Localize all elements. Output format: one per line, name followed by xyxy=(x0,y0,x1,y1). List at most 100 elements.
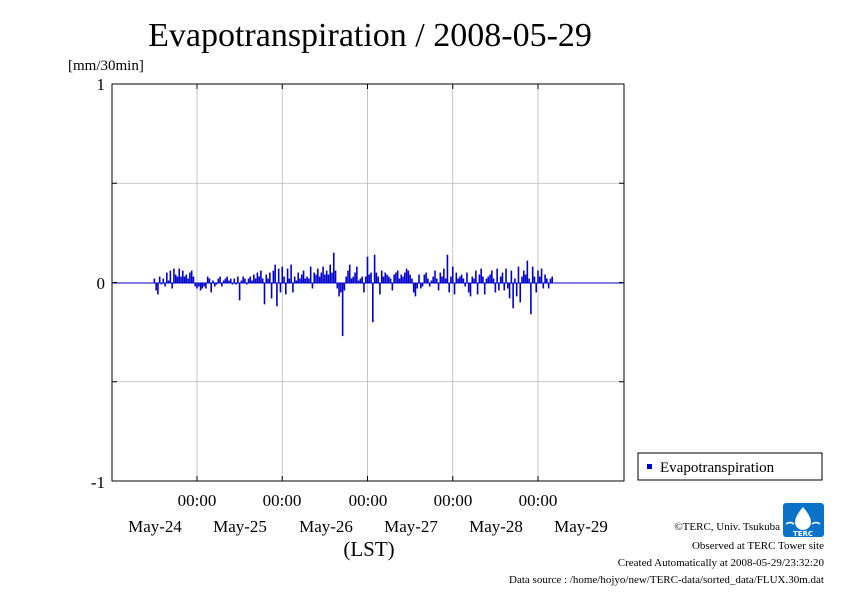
bar xyxy=(389,278,392,283)
bar xyxy=(382,276,385,283)
bar xyxy=(535,282,538,293)
bar xyxy=(309,266,312,283)
bar xyxy=(409,274,411,283)
bar xyxy=(512,282,514,309)
bar xyxy=(276,282,278,307)
y-axis-unit-label: [mm/30min] xyxy=(68,58,144,74)
bar xyxy=(189,272,191,283)
x-tick-date-label: May-28 xyxy=(469,517,523,536)
bar xyxy=(265,274,268,283)
bar xyxy=(457,278,459,283)
bar xyxy=(347,270,349,283)
bar xyxy=(540,268,543,283)
bar xyxy=(235,282,237,285)
bar xyxy=(304,278,307,283)
bar xyxy=(419,282,422,289)
bar xyxy=(340,282,342,293)
bar xyxy=(311,282,314,289)
bar xyxy=(293,276,296,283)
legend-swatch xyxy=(647,464,652,469)
bar xyxy=(329,264,331,283)
bar xyxy=(462,278,465,283)
bar xyxy=(455,272,458,283)
bar xyxy=(416,282,419,289)
bar xyxy=(334,270,337,283)
x-tick-date-label: May-25 xyxy=(213,517,267,536)
bar xyxy=(459,276,461,283)
bar xyxy=(453,282,456,295)
bar xyxy=(421,282,424,287)
bar xyxy=(514,278,516,283)
y-tick-label-0: 0 xyxy=(97,274,106,293)
x-tick-time-label: 00:00 xyxy=(519,491,558,510)
bar xyxy=(521,276,523,283)
bar xyxy=(508,282,511,299)
bar xyxy=(258,276,260,283)
x-tick-time-label: 00:00 xyxy=(349,491,388,510)
bar xyxy=(192,276,195,283)
bar xyxy=(391,282,394,291)
bar xyxy=(427,278,429,283)
bar xyxy=(517,266,520,283)
bar xyxy=(396,270,399,283)
bar xyxy=(183,276,186,283)
bar xyxy=(231,282,234,285)
bar xyxy=(498,282,500,291)
bar xyxy=(174,274,177,283)
bar xyxy=(332,252,335,283)
bar xyxy=(467,282,470,293)
bar xyxy=(482,276,484,283)
bar xyxy=(524,274,527,283)
bar xyxy=(226,276,228,283)
bar xyxy=(228,280,230,283)
bar xyxy=(505,268,507,283)
bar xyxy=(324,274,326,283)
bar xyxy=(496,268,498,283)
data-source-text: Data source : /home/hojyo/new/TERC-data/… xyxy=(509,574,824,586)
water-drop-icon xyxy=(795,507,811,530)
bar xyxy=(221,282,223,287)
bar xyxy=(166,272,168,283)
bar xyxy=(167,280,170,283)
bar xyxy=(377,276,379,283)
bar xyxy=(208,278,211,283)
bar xyxy=(530,282,532,315)
bar xyxy=(197,282,200,287)
bar xyxy=(295,280,298,283)
bar xyxy=(178,268,181,283)
bar xyxy=(306,276,308,283)
bar xyxy=(206,276,209,283)
bar xyxy=(546,278,548,283)
bar xyxy=(338,282,340,297)
bar xyxy=(522,270,525,283)
bar xyxy=(404,272,406,283)
bar xyxy=(487,276,490,283)
bar xyxy=(537,270,539,283)
x-tick-time-label: 00:00 xyxy=(263,491,302,510)
bar xyxy=(428,282,431,287)
bar xyxy=(466,272,468,283)
bar xyxy=(313,272,316,283)
bar xyxy=(437,282,440,291)
bar xyxy=(464,282,466,287)
bar xyxy=(425,272,427,283)
legend-label: Evapotranspiration xyxy=(660,460,775,476)
bar xyxy=(263,282,266,305)
bar xyxy=(350,278,353,283)
bar xyxy=(187,278,189,283)
bar xyxy=(292,282,294,293)
bar xyxy=(460,274,463,283)
bar xyxy=(173,268,175,283)
bar xyxy=(515,282,518,297)
observation-site-text: Observed at TERC Tower site xyxy=(692,540,824,552)
bar xyxy=(480,268,482,283)
bar xyxy=(302,270,305,283)
bar xyxy=(379,282,381,295)
bar xyxy=(494,282,497,293)
bar xyxy=(242,276,244,283)
axis-tick-marks xyxy=(112,83,624,482)
chart-title: Evapotranspiration / 2008-05-29 xyxy=(148,17,592,54)
bar xyxy=(503,282,506,291)
bar xyxy=(254,278,257,283)
wave-icon xyxy=(785,521,821,525)
